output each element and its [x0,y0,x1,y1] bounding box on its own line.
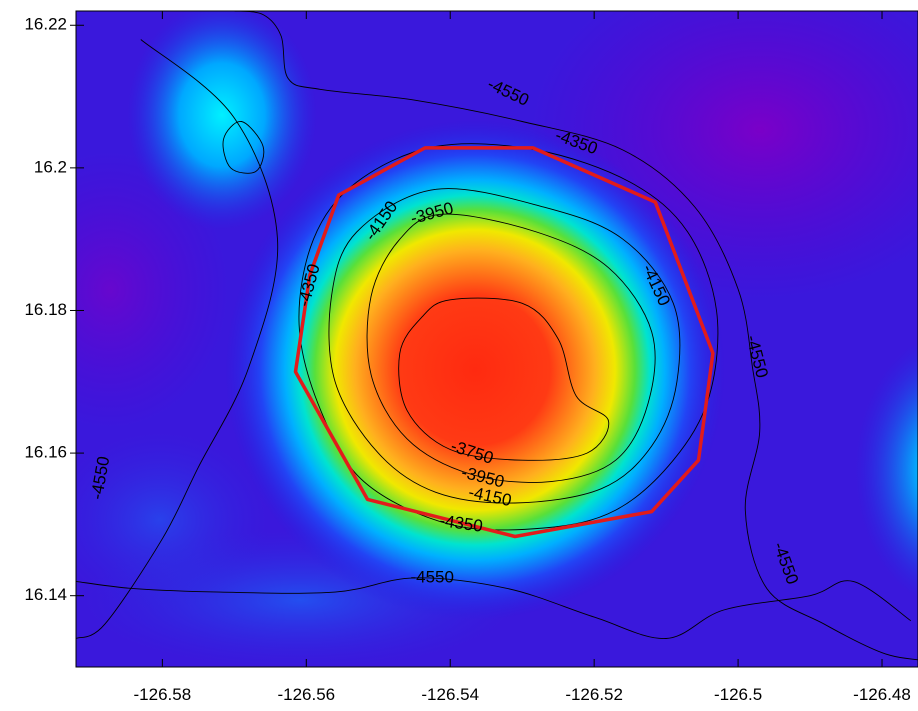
contour-line--4150 [328,188,681,504]
contour-line--4550 [76,39,279,639]
contour-line--3750 [398,297,610,461]
heatmap-high-east [855,339,918,601]
heatmap-high-northwest [127,11,317,230]
heatmap-main-anomaly [225,120,725,620]
contour-lines [76,11,918,661]
x-tick-label: -126.56 [277,685,335,704]
y-tick-label: 16.16 [24,443,67,462]
y-tick-label: 16.22 [24,15,67,34]
x-tick-label: -126.58 [134,685,192,704]
contour-label: -4550 [410,567,453,586]
y-axis: 16.22 16.2 16.18 16.16 16.14 [24,15,84,604]
contour-line--3950 [366,213,656,483]
y-tick-label: 16.14 [24,585,67,604]
contour-line--4550 [234,11,918,661]
contour-line--4550 [222,121,265,174]
y-tick-label: 16.2 [34,157,67,176]
plot-area: -4550-4350-4150 -3950-4350 -4150-4550-3750… [76,11,918,667]
boundary-polygon-group [293,146,715,539]
x-tick-label: -126.54 [421,685,479,704]
x-axis: -126.58 -126.56 -126.54 -126.52 -126.5 -126.4… [134,11,911,704]
x-tick-label: -126.5 [714,685,762,704]
y-tick-label: 16.18 [24,300,67,319]
axes: -126.58 -126.56 -126.54 -126.52 -126.5 -126.4… [24,10,918,704]
plot-frame [75,10,918,668]
boundary-polygon [293,146,715,539]
heatmap-blue-region-left [76,430,270,610]
contour-line--4550 [76,577,912,639]
x-tick-label: -126.48 [853,685,911,704]
x-tick-label: -126.52 [565,685,623,704]
